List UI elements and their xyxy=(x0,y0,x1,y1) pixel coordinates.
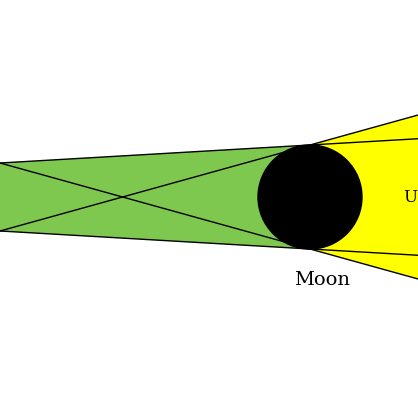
Polygon shape xyxy=(310,249,418,279)
Polygon shape xyxy=(0,139,418,255)
Polygon shape xyxy=(0,145,310,249)
Circle shape xyxy=(258,145,362,249)
Text: U: U xyxy=(403,189,417,206)
Text: Moon: Moon xyxy=(294,271,350,289)
Polygon shape xyxy=(310,115,418,145)
